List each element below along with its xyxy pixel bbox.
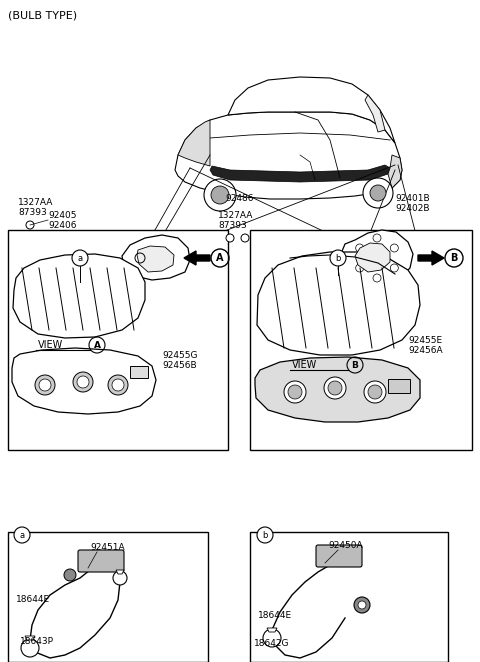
Circle shape — [64, 569, 76, 581]
Text: 92486: 92486 — [225, 193, 253, 203]
Text: 92456B: 92456B — [162, 361, 197, 369]
Polygon shape — [116, 570, 124, 574]
Polygon shape — [388, 155, 402, 188]
FancyBboxPatch shape — [316, 545, 362, 567]
Text: 92450A: 92450A — [328, 540, 362, 549]
Text: 92455E: 92455E — [408, 336, 442, 344]
Polygon shape — [228, 77, 395, 143]
Text: 18644E: 18644E — [258, 610, 292, 620]
Polygon shape — [25, 636, 35, 640]
Text: 92406: 92406 — [48, 220, 76, 230]
Circle shape — [358, 601, 366, 609]
Circle shape — [390, 264, 398, 272]
Circle shape — [72, 250, 88, 266]
Circle shape — [77, 376, 89, 388]
Text: 18643P: 18643P — [20, 638, 54, 647]
Polygon shape — [184, 251, 210, 265]
Polygon shape — [418, 251, 444, 265]
Text: 1327AA: 1327AA — [218, 211, 253, 220]
Text: 92402B: 92402B — [395, 203, 430, 213]
Polygon shape — [175, 112, 402, 199]
Polygon shape — [355, 243, 390, 272]
Text: 92405: 92405 — [48, 211, 76, 220]
Circle shape — [35, 375, 55, 395]
Polygon shape — [267, 628, 277, 632]
Text: b: b — [262, 530, 268, 540]
Text: (BULB TYPE): (BULB TYPE) — [8, 10, 77, 20]
Text: 1327AA: 1327AA — [18, 197, 53, 207]
Polygon shape — [255, 357, 420, 422]
Polygon shape — [13, 254, 145, 338]
FancyBboxPatch shape — [78, 550, 124, 572]
Circle shape — [370, 185, 386, 201]
Circle shape — [21, 639, 39, 657]
Circle shape — [241, 234, 249, 242]
Circle shape — [73, 372, 93, 392]
Text: b: b — [336, 254, 341, 263]
Text: B: B — [450, 253, 458, 263]
Polygon shape — [12, 348, 156, 414]
Circle shape — [108, 375, 128, 395]
Text: 18644E: 18644E — [16, 596, 50, 604]
Polygon shape — [365, 95, 385, 132]
Circle shape — [26, 221, 34, 229]
Circle shape — [113, 571, 127, 585]
Circle shape — [354, 597, 370, 613]
Circle shape — [204, 179, 236, 211]
Text: 92456A: 92456A — [408, 346, 443, 354]
Bar — [8, 532, 208, 662]
Circle shape — [373, 274, 381, 282]
Polygon shape — [122, 235, 190, 280]
Polygon shape — [210, 165, 390, 182]
Circle shape — [356, 264, 364, 272]
Circle shape — [364, 381, 386, 403]
Circle shape — [284, 381, 306, 403]
Text: 92401B: 92401B — [395, 193, 430, 203]
Circle shape — [390, 244, 398, 252]
Text: a: a — [19, 530, 24, 540]
Circle shape — [226, 234, 234, 242]
Circle shape — [363, 178, 393, 208]
Circle shape — [39, 379, 51, 391]
Circle shape — [328, 381, 342, 395]
Bar — [388, 379, 410, 393]
Circle shape — [263, 629, 281, 647]
Circle shape — [112, 379, 124, 391]
Text: 87393: 87393 — [18, 207, 47, 216]
Text: B: B — [351, 361, 359, 369]
Circle shape — [257, 527, 273, 543]
Text: VIEW: VIEW — [292, 360, 317, 370]
Circle shape — [211, 186, 229, 204]
Polygon shape — [340, 230, 413, 285]
Circle shape — [14, 527, 30, 543]
Text: 87393: 87393 — [218, 220, 247, 230]
Text: A: A — [216, 253, 224, 263]
Circle shape — [356, 244, 364, 252]
Circle shape — [330, 250, 346, 266]
Circle shape — [288, 385, 302, 399]
Polygon shape — [178, 120, 210, 166]
Circle shape — [373, 234, 381, 242]
Text: VIEW: VIEW — [38, 340, 63, 350]
Polygon shape — [137, 246, 174, 272]
Circle shape — [368, 385, 382, 399]
Bar — [130, 366, 148, 378]
Text: 92451A: 92451A — [90, 542, 125, 551]
Text: a: a — [77, 254, 83, 263]
Text: 92455G: 92455G — [162, 350, 197, 359]
Polygon shape — [257, 252, 420, 355]
Bar — [250, 532, 448, 662]
Bar — [250, 230, 472, 450]
Text: A: A — [94, 340, 100, 350]
Bar — [8, 230, 228, 450]
Circle shape — [324, 377, 346, 399]
Text: 18642G: 18642G — [254, 639, 289, 647]
